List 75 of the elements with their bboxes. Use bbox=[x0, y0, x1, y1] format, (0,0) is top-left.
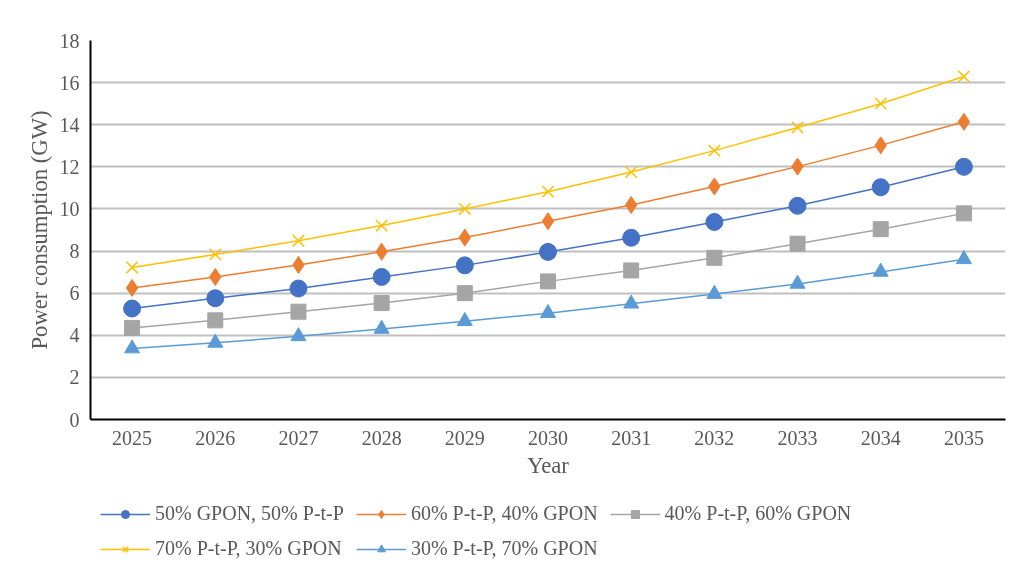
point bbox=[290, 327, 307, 342]
point bbox=[206, 289, 225, 308]
legend-label: 40% P-t-P, 60% GPON bbox=[664, 502, 852, 525]
x-tick-label: 2031 bbox=[611, 426, 652, 449]
legend-label: 50% GPON, 50% P-t-P bbox=[155, 502, 344, 525]
y-tick-label: 18 bbox=[59, 29, 80, 52]
point bbox=[540, 304, 556, 318]
point bbox=[289, 279, 308, 298]
point bbox=[955, 250, 972, 265]
legend-label: 70% P-t-P, 30% GPON bbox=[155, 537, 342, 560]
point bbox=[955, 205, 972, 222]
y-tick-label: 8 bbox=[69, 240, 80, 263]
point bbox=[455, 256, 474, 275]
point bbox=[871, 178, 890, 197]
point bbox=[375, 219, 389, 232]
point bbox=[292, 234, 305, 248]
y-tick-label: 10 bbox=[59, 197, 80, 220]
point bbox=[788, 196, 807, 215]
point bbox=[872, 262, 889, 277]
point bbox=[957, 70, 971, 83]
point bbox=[207, 333, 224, 348]
x-tick-label: 2026 bbox=[195, 426, 236, 449]
legend-label: 60% P-t-P, 40% GPON bbox=[410, 502, 598, 525]
point bbox=[957, 112, 971, 131]
y-tick-label: 0 bbox=[69, 408, 80, 431]
point bbox=[622, 228, 641, 247]
point bbox=[456, 312, 473, 326]
x-tick-label: 2029 bbox=[444, 426, 485, 449]
point bbox=[456, 285, 473, 302]
point bbox=[125, 278, 139, 297]
y-tick-label: 4 bbox=[69, 324, 80, 347]
x-tick-label: 2033 bbox=[777, 426, 818, 449]
point bbox=[789, 274, 806, 289]
point bbox=[706, 284, 723, 299]
x-axis-title: Year bbox=[527, 452, 570, 478]
x-tick-label: 2027 bbox=[278, 426, 319, 449]
point bbox=[705, 213, 724, 231]
y-tick-label: 12 bbox=[59, 155, 80, 178]
point bbox=[874, 97, 888, 111]
x-tick-label: 2025 bbox=[112, 426, 153, 449]
y-axis-title: Power consumption (GW) bbox=[26, 110, 52, 350]
point bbox=[954, 157, 973, 176]
point bbox=[540, 273, 556, 290]
legend-label: 30% P-t-P, 70% GPON bbox=[410, 537, 598, 560]
point bbox=[290, 303, 307, 320]
x-tick-label: 2035 bbox=[943, 426, 984, 449]
x-tick-label: 2030 bbox=[528, 426, 568, 449]
point bbox=[623, 262, 640, 279]
point bbox=[539, 242, 557, 261]
point bbox=[541, 212, 555, 231]
y-tick-label: 14 bbox=[59, 113, 80, 136]
x-tick-label: 2028 bbox=[361, 426, 402, 449]
point bbox=[707, 144, 721, 158]
point bbox=[706, 249, 723, 266]
point bbox=[458, 202, 472, 216]
point bbox=[624, 165, 638, 179]
point bbox=[541, 185, 555, 199]
point bbox=[125, 261, 139, 274]
point bbox=[123, 299, 142, 318]
point bbox=[208, 248, 222, 261]
y-tick-label: 2 bbox=[69, 366, 80, 389]
point bbox=[373, 319, 390, 334]
point bbox=[124, 339, 141, 354]
point bbox=[124, 319, 141, 336]
y-tick-label: 6 bbox=[69, 282, 80, 305]
y-tick-label: 16 bbox=[59, 71, 80, 94]
point bbox=[207, 312, 224, 329]
x-tick-label: 2034 bbox=[860, 426, 901, 449]
point bbox=[372, 267, 391, 286]
point bbox=[789, 235, 806, 252]
point bbox=[872, 221, 889, 238]
point bbox=[791, 121, 804, 134]
point bbox=[623, 294, 640, 309]
x-tick-label: 2032 bbox=[694, 426, 735, 449]
point bbox=[373, 295, 390, 312]
